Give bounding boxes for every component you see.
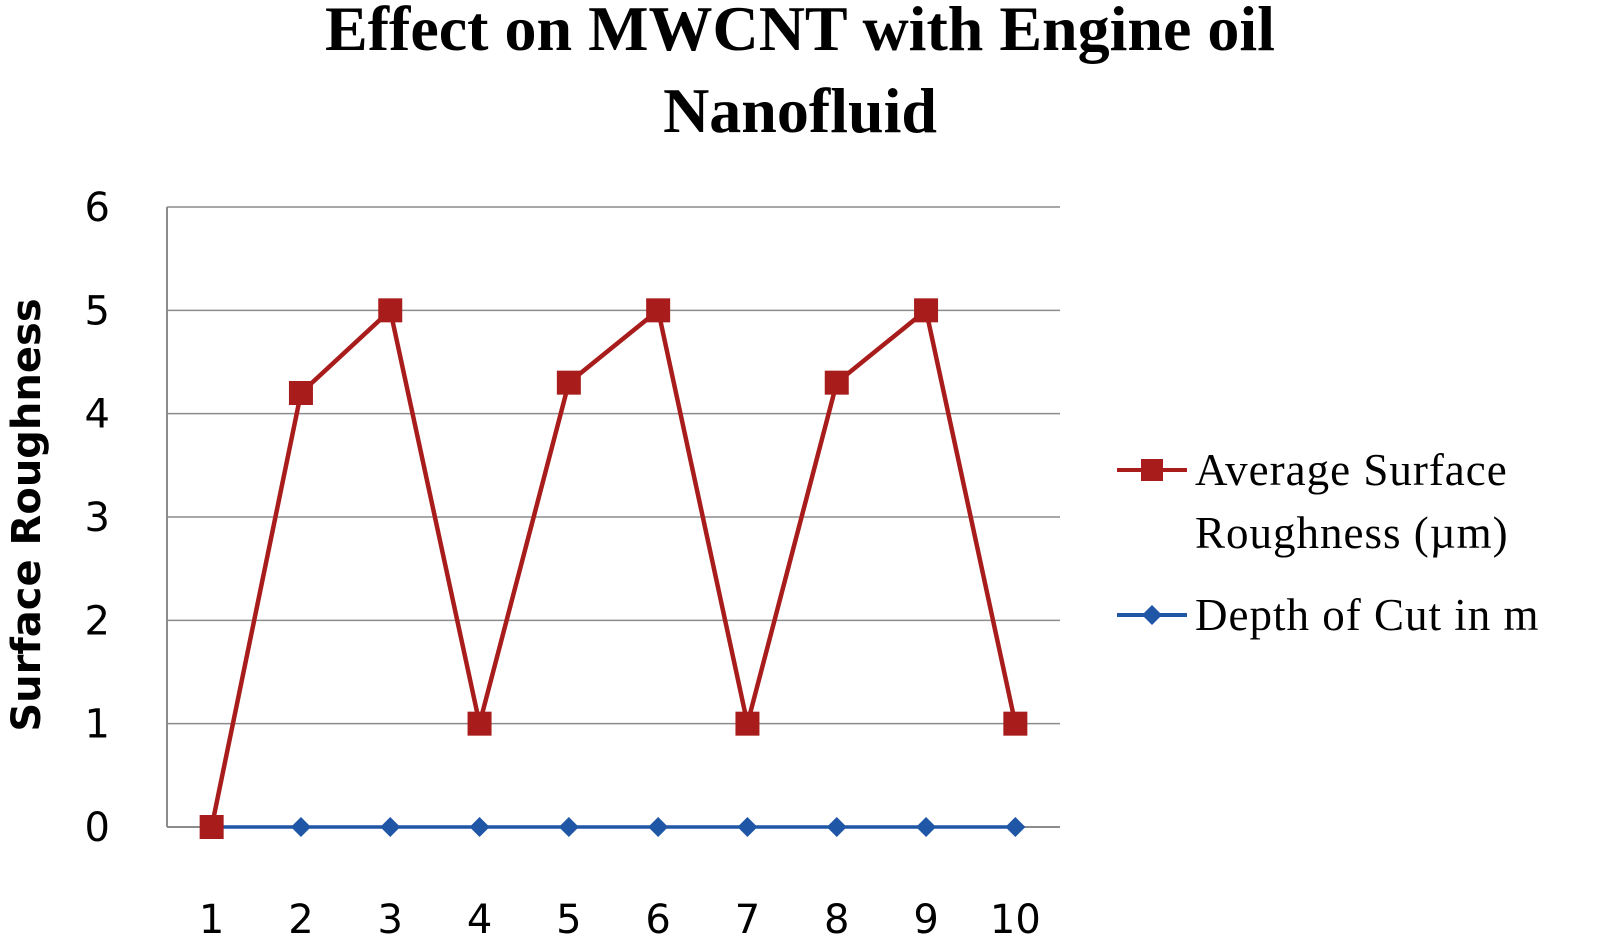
x-tick-label: 3 — [378, 897, 403, 937]
series-average-surface-roughness — [199, 298, 1028, 839]
x-tick-label: 7 — [735, 897, 760, 937]
data-point-diamond — [469, 817, 490, 837]
x-tick-label: 9 — [913, 897, 938, 937]
data-point-square — [467, 711, 492, 736]
y-tick-label: 0 — [85, 805, 110, 851]
legend-label-average-surface-roughness-line-2: Roughness (µm) — [1195, 508, 1509, 558]
data-point-square — [646, 298, 671, 323]
series-depth-of-cut — [201, 817, 1026, 837]
chart-title-line-2: Nanofluid — [663, 75, 937, 146]
series-line — [209, 306, 1018, 828]
data-point-diamond — [916, 817, 937, 837]
y-axis-ticks: 0 1 2 3 4 5 6 — [85, 185, 110, 851]
data-point-diamond — [290, 817, 311, 837]
data-point-diamond — [826, 817, 847, 837]
legend-marker-square — [1141, 459, 1163, 481]
y-tick-label: 6 — [85, 185, 110, 231]
data-point-square — [735, 711, 760, 736]
data-point-square — [914, 298, 939, 323]
data-point-square — [556, 370, 581, 395]
y-axis-label: Surface Roughness — [4, 298, 50, 731]
y-tick-label: 1 — [85, 702, 110, 748]
data-point-square — [199, 815, 224, 839]
data-point-diamond — [1005, 817, 1026, 837]
y-tick-label: 5 — [85, 288, 110, 334]
x-tick-label: 4 — [467, 897, 492, 937]
legend-marker-diamond — [1142, 605, 1162, 625]
data-point-square — [824, 370, 849, 395]
series-layer — [199, 298, 1028, 839]
x-tick-label: 8 — [824, 897, 849, 937]
x-tick-label: 1 — [199, 897, 224, 937]
data-point-diamond — [558, 817, 579, 837]
x-tick-label: 5 — [556, 897, 581, 937]
x-axis-ticks: 1 2 3 4 5 6 7 8 9 10 — [199, 897, 1041, 937]
y-tick-label: 3 — [85, 495, 110, 541]
gridlines — [166, 206, 1060, 828]
y-tick-label: 4 — [85, 392, 110, 438]
chart-title-line-1: Effect on MWCNT with Engine oil — [325, 0, 1275, 64]
data-point-square — [288, 381, 313, 405]
legend-label-average-surface-roughness-line-1: Average Surface — [1195, 445, 1508, 495]
legend-label-depth-of-cut: Depth of Cut in m — [1195, 590, 1539, 640]
data-point-square — [1003, 711, 1028, 736]
data-point-diamond — [380, 817, 401, 837]
data-point-diamond — [737, 817, 758, 837]
y-tick-label: 2 — [85, 598, 110, 644]
data-point-diamond — [648, 817, 669, 837]
data-point-square — [378, 298, 403, 323]
legend: Average Surface Roughness (µm) Depth of … — [1117, 445, 1539, 640]
x-tick-label: 6 — [645, 897, 670, 937]
x-tick-label: 10 — [990, 897, 1041, 937]
x-tick-label: 2 — [288, 897, 313, 937]
